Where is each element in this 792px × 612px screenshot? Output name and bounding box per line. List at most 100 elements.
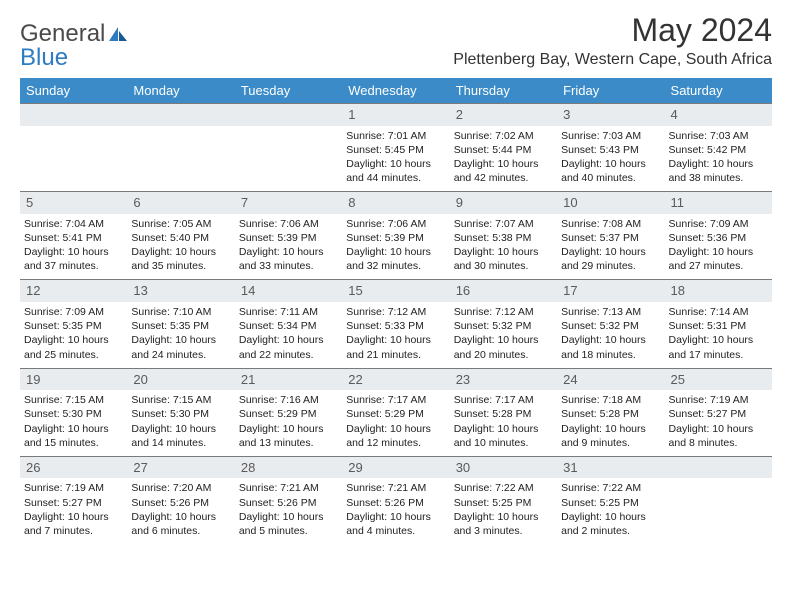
day-number-cell: 17: [557, 280, 664, 302]
logo-text-blue: Blue: [20, 44, 68, 71]
day-data-cell: Sunrise: 7:14 AMSunset: 5:31 PMDaylight:…: [665, 302, 772, 368]
day-number-cell: 10: [557, 192, 664, 214]
day-data-cell: Sunrise: 7:15 AMSunset: 5:30 PMDaylight:…: [127, 390, 234, 456]
day-number-cell: [665, 456, 772, 478]
day-data-cell: Sunrise: 7:16 AMSunset: 5:29 PMDaylight:…: [235, 390, 342, 456]
weekday-header-row: SundayMondayTuesdayWednesdayThursdayFrid…: [20, 78, 772, 104]
sunrise-label: Sunrise: 7:12 AM: [454, 306, 534, 318]
sunset-label: Sunset: 5:27 PM: [24, 497, 102, 509]
daylight-label: Daylight: 10 hours and 22 minutes.: [239, 334, 324, 360]
sunset-label: Sunset: 5:36 PM: [669, 232, 747, 244]
day-data-cell: Sunrise: 7:17 AMSunset: 5:29 PMDaylight:…: [342, 390, 449, 456]
day-number-cell: 3: [557, 104, 664, 126]
daylight-label: Daylight: 10 hours and 2 minutes.: [561, 511, 646, 537]
daylight-label: Daylight: 10 hours and 37 minutes.: [24, 246, 109, 272]
day-data-cell: Sunrise: 7:21 AMSunset: 5:26 PMDaylight:…: [342, 478, 449, 544]
day-data-cell: Sunrise: 7:12 AM Sunset: 5:32 PM Daylight:…: [450, 302, 557, 368]
sunrise-label: Sunrise: 7:14 AM: [669, 306, 749, 318]
sunset-label: Sunset: 5:26 PM: [346, 497, 424, 509]
day-number-cell: 16: [450, 280, 557, 302]
daylight-label: Daylight: 10 hours and 20 minutes.: [454, 334, 539, 360]
sunset-label: Sunset: 5:29 PM: [346, 408, 424, 420]
sunrise-label: Sunrise: 7:17 AM: [454, 394, 534, 406]
sunrise-label: Sunrise: 7:05 AM: [131, 218, 211, 230]
sunrise-label: Sunrise: 7:07 AM: [454, 218, 534, 230]
day-data-cell: [20, 126, 127, 192]
day-data-cell: Sunrise: 7:06 AMSunset: 5:39 PMDaylight:…: [342, 214, 449, 280]
sunrise-label: Sunrise: 7:02 AM: [454, 130, 534, 142]
daylight-label: Daylight: 10 hours and 10 minutes.: [454, 423, 539, 449]
logo: GeneralBlue: [20, 20, 129, 72]
day-data-cell: Sunrise: 7:19 AMSunset: 5:27 PMDaylight:…: [20, 478, 127, 544]
sunrise-label: Sunrise: 7:03 AM: [561, 130, 641, 142]
day-number-cell: 27: [127, 456, 234, 478]
day-number-cell: [127, 104, 234, 126]
month-title: May 2024: [453, 12, 772, 49]
sunrise-label: Sunrise: 7:09 AM: [669, 218, 749, 230]
day-number-row: 567891011: [20, 192, 772, 214]
day-data-cell: Sunrise: 7:06 AMSunset: 5:39 PMDaylight:…: [235, 214, 342, 280]
location: Plettenberg Bay, Western Cape, South Afr…: [453, 51, 772, 69]
daylight-label: Daylight: 10 hours and 33 minutes.: [239, 246, 324, 272]
day-number-row: 19202122232425: [20, 368, 772, 390]
sunset-label: Sunset: 5:30 PM: [131, 408, 209, 420]
day-number-cell: 26: [20, 456, 127, 478]
day-data-cell: Sunrise: 7:01 AMSunset: 5:45 PMDaylight:…: [342, 126, 449, 192]
sunrise-label: Sunrise: 7:21 AM: [346, 482, 426, 494]
sunset-label: Sunset: 5:38 PM: [454, 232, 532, 244]
day-number-cell: [235, 104, 342, 126]
day-data-row: Sunrise: 7:04 AMSunset: 5:41 PMDaylight:…: [20, 214, 772, 280]
title-block: May 2024 Plettenberg Bay, Western Cape, …: [453, 12, 772, 69]
sunset-label: Sunset: 5:39 PM: [346, 232, 424, 244]
sunrise-label: Sunrise: 7:09 AM: [24, 306, 104, 318]
weekday-header: Sunday: [20, 78, 127, 104]
weekday-header: Thursday: [450, 78, 557, 104]
daylight-label: Daylight: 10 hours and 25 minutes.: [24, 334, 109, 360]
sunrise-label: Sunrise: 7:16 AM: [239, 394, 319, 406]
day-number-cell: 12: [20, 280, 127, 302]
daylight-label: Daylight: 10 hours and 5 minutes.: [239, 511, 324, 537]
sunrise-label: Sunrise: 7:19 AM: [669, 394, 749, 406]
day-data-cell: Sunrise: 7:21 AMSunset: 5:26 PMDaylight:…: [235, 478, 342, 544]
sunset-label: Sunset: 5:43 PM: [561, 144, 639, 156]
sunset-label: Sunset: 5:39 PM: [239, 232, 317, 244]
day-data-cell: Sunrise: 7:08 AMSunset: 5:37 PMDaylight:…: [557, 214, 664, 280]
sunset-label: Sunset: 5:32 PM: [454, 320, 532, 332]
day-data-cell: [665, 478, 772, 544]
daylight-label: Daylight: 10 hours and 40 minutes.: [561, 158, 646, 184]
day-number-cell: 30: [450, 456, 557, 478]
day-data-cell: Sunrise: 7:15 AMSunset: 5:30 PMDaylight:…: [20, 390, 127, 456]
day-data-cell: Sunrise: 7:03 AMSunset: 5:42 PMDaylight:…: [665, 126, 772, 192]
sunset-label: Sunset: 5:44 PM: [454, 144, 532, 156]
calendar-table: SundayMondayTuesdayWednesdayThursdayFrid…: [20, 78, 772, 544]
daylight-label: Daylight: 10 hours and 24 minutes.: [131, 334, 216, 360]
day-number-cell: [20, 104, 127, 126]
daylight-label: Daylight: 10 hours and 14 minutes.: [131, 423, 216, 449]
day-number-row: 1234: [20, 104, 772, 126]
daylight-label: Daylight: 10 hours and 18 minutes.: [561, 334, 646, 360]
day-data-cell: Sunrise: 7:05 AMSunset: 5:40 PMDaylight:…: [127, 214, 234, 280]
sunrise-label: Sunrise: 7:12 AM: [346, 306, 426, 318]
sunset-label: Sunset: 5:41 PM: [24, 232, 102, 244]
day-data-cell: Sunrise: 7:07 AM Sunset: 5:38 PM Daylight:…: [450, 214, 557, 280]
daylight-label: Daylight: 10 hours and 27 minutes.: [669, 246, 754, 272]
day-number-row: 12131415161718: [20, 280, 772, 302]
daylight-label: Daylight: 10 hours and 3 minutes.: [454, 511, 539, 537]
sunset-label: Sunset: 5:45 PM: [346, 144, 424, 156]
day-data-cell: Sunrise: 7:13 AMSunset: 5:32 PMDaylight:…: [557, 302, 664, 368]
day-data-cell: Sunrise: 7:11 AMSunset: 5:34 PMDaylight:…: [235, 302, 342, 368]
day-number-cell: 18: [665, 280, 772, 302]
sunrise-label: Sunrise: 7:22 AM: [561, 482, 641, 494]
sunset-label: Sunset: 5:27 PM: [669, 408, 747, 420]
sunset-label: Sunset: 5:25 PM: [454, 497, 532, 509]
sunrise-label: Sunrise: 7:08 AM: [561, 218, 641, 230]
day-number-cell: 28: [235, 456, 342, 478]
day-number-cell: 9: [450, 192, 557, 214]
weekday-header: Monday: [127, 78, 234, 104]
day-data-cell: Sunrise: 7:20 AMSunset: 5:26 PMDaylight:…: [127, 478, 234, 544]
daylight-label: Daylight: 10 hours and 35 minutes.: [131, 246, 216, 272]
sunset-label: Sunset: 5:31 PM: [669, 320, 747, 332]
daylight-label: Daylight: 10 hours and 30 minutes.: [454, 246, 539, 272]
day-data-row: Sunrise: 7:19 AMSunset: 5:27 PMDaylight:…: [20, 478, 772, 544]
day-data-cell: Sunrise: 7:03 AM Sunset: 5:43 PM Daylight:…: [557, 126, 664, 192]
